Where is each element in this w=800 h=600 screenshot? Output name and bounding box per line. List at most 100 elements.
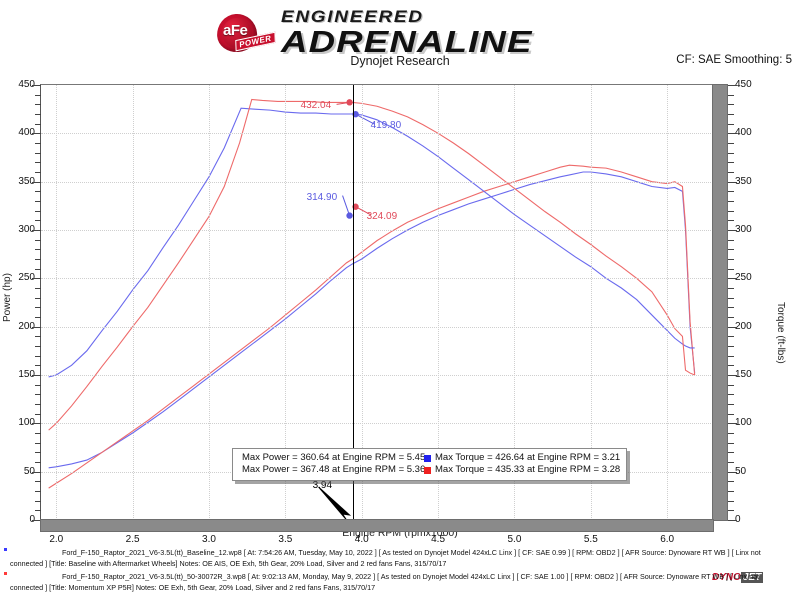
- dyno-chart: Power (hp) Torque (ft-lbs) Engine RPM (r…: [0, 72, 800, 583]
- y-axis-left-tick: [35, 404, 41, 405]
- afe-logo-text: aFe: [223, 21, 248, 39]
- y-axis-right-tick: [728, 172, 734, 173]
- legend-row: Max Power = 360.64 at Engine RPM = 5.45 …: [238, 452, 620, 464]
- x-axis-tick-label: 2.0: [49, 534, 64, 545]
- y-axis-left-tick: [35, 191, 41, 193]
- adrenaline-text: ADRENALINE: [281, 24, 533, 59]
- y-axis-left-tick: [35, 114, 41, 115]
- y-axis-right-tick-label: 100: [735, 417, 752, 429]
- y-axis-right-tick: [728, 249, 734, 251]
- y-axis-left-tick-label: 150: [18, 369, 35, 380]
- cursor-rpm-label: 3.94: [312, 480, 333, 491]
- vertical-scrollbar[interactable]: [712, 84, 728, 521]
- y-axis-left-tick: [35, 172, 41, 173]
- y-axis-right-tick-label: 200: [735, 320, 752, 332]
- page-header: aFe POWER ENGINEERED ADRENALINE Dynojet …: [0, 0, 800, 72]
- y-axis-left-tick: [35, 384, 41, 386]
- y-axis-left-tick: [32, 85, 41, 86]
- y-axis-right-tick: [728, 181, 737, 183]
- y-axis-right-tick-label: 0: [735, 514, 741, 525]
- y-axis-right-tick: [728, 375, 737, 376]
- run-info-line-1: Ford_F-150_Raptor_2021_V6-3.5L(tt)_Basel…: [62, 548, 761, 557]
- y-axis-left-tick: [32, 230, 41, 231]
- chart-legend: Max Power = 360.64 at Engine RPM = 5.45 …: [232, 448, 628, 481]
- y-axis-left-tick: [35, 452, 41, 454]
- y-axis-right-tick: [728, 365, 734, 367]
- y-axis-left-tick-label: 300: [18, 224, 35, 235]
- y-axis-left-tick: [35, 268, 41, 270]
- horizontal-scrollbar[interactable]: [40, 519, 714, 532]
- y-axis-left-tick: [35, 288, 41, 289]
- y-axis-left-tick: [35, 442, 41, 444]
- gridline-vertical: [514, 85, 516, 520]
- data-curve: [48, 98, 695, 431]
- y-axis-right-tick: [728, 442, 734, 444]
- y-axis-left-tick: [35, 317, 41, 318]
- y-axis-left-tick: [32, 278, 41, 280]
- y-axis-right-tick: [728, 162, 734, 164]
- x-axis-tick-label: 3.0: [202, 534, 216, 545]
- y-axis-left-tick: [32, 471, 41, 473]
- y-axis-right-label: Torque (ft-lbs): [775, 302, 786, 364]
- gridline-vertical: [132, 85, 134, 520]
- y-axis-left-tick: [35, 307, 41, 309]
- gridline-vertical: [285, 85, 287, 520]
- gridline-horizontal: [41, 181, 713, 183]
- y-axis-right-tick: [728, 268, 734, 270]
- annotation-leader-line: [342, 195, 351, 216]
- y-axis-left-tick: [35, 201, 41, 202]
- cursor-arrow-icon: [318, 486, 352, 520]
- y-axis-left-tick: [35, 249, 41, 251]
- y-axis-right-tick: [728, 104, 734, 106]
- y-axis-right-tick: [728, 239, 734, 241]
- cf-smoothing-label: CF: SAE Smoothing: 5: [676, 54, 792, 66]
- y-axis-left-tick: [35, 462, 41, 463]
- afe-power-logo-icon: aFe POWER: [215, 12, 277, 53]
- y-axis-right-tick: [728, 201, 734, 202]
- y-axis-right-tick: [728, 326, 737, 328]
- y-axis-left-tick: [32, 181, 41, 183]
- chart-subtitle: Dynojet Research: [350, 54, 450, 68]
- y-axis-right-tick: [728, 510, 734, 512]
- y-axis-left-tick: [32, 520, 41, 521]
- dynojet-watermark: DYNO JET: [712, 572, 764, 583]
- gridline-vertical: [361, 85, 363, 520]
- engineered-text: ENGINEERED: [281, 7, 424, 26]
- y-axis-right-tick: [728, 355, 734, 357]
- y-axis-left-tick: [35, 297, 41, 299]
- y-axis-right-tick: [728, 94, 734, 96]
- dynojet-dyno-text: DYNO: [712, 572, 741, 583]
- y-axis-right-tick: [728, 413, 734, 415]
- data-point-annotation: 432.04: [300, 100, 332, 112]
- y-axis-left-tick: [35, 143, 41, 144]
- y-axis-right-tick: [728, 394, 734, 396]
- run-bullet-blue-icon: [4, 548, 7, 551]
- y-axis-left-tick: [35, 220, 41, 222]
- run-info-line-1: Ford_F-150_Raptor_2021_V6-3.5L(tt)_50-30…: [62, 572, 760, 581]
- gridline-horizontal: [41, 375, 713, 376]
- legend-item: Max Torque = 426.64 at Engine RPM = 3.21: [424, 452, 620, 464]
- run-info-entry: Ford_F-150_Raptor_2021_V6-3.5L(tt)_50-30…: [0, 572, 800, 593]
- legend-label: Max Torque = 435.33 at Engine RPM = 3.28: [435, 464, 621, 475]
- y-axis-right-tick-label: 400: [735, 127, 752, 139]
- y-axis-right-tick-label: 450: [735, 79, 752, 90]
- plot-area: 0 0 50 50 100 100 150 150 200 200 250 250 300 300 350 3…: [18, 79, 751, 545]
- y-axis-left-tick-label: 250: [18, 272, 35, 284]
- gridline-horizontal: [41, 278, 713, 280]
- cursor-line[interactable]: [352, 85, 354, 520]
- y-axis-left-tick-label: 50: [23, 465, 35, 477]
- annotation-arrow-head-icon: [352, 203, 359, 210]
- y-axis-right-tick: [728, 123, 734, 125]
- gridline-vertical: [590, 85, 592, 520]
- annotation-leader-line: [355, 113, 375, 125]
- y-axis-left-tick: [35, 394, 41, 396]
- y-axis-left-tick: [32, 326, 41, 328]
- gridline-vertical: [438, 85, 440, 520]
- legend-item: Max Power = 367.48 at Engine RPM = 5.36: [238, 464, 425, 476]
- gridline-vertical: [56, 85, 58, 520]
- y-axis-right-tick: [728, 433, 734, 434]
- y-axis-right-tick: [728, 384, 734, 386]
- run-bullet-red-icon: [4, 572, 7, 575]
- y-axis-left-tick-label: 450: [18, 79, 35, 90]
- y-axis-left-tick: [35, 433, 41, 434]
